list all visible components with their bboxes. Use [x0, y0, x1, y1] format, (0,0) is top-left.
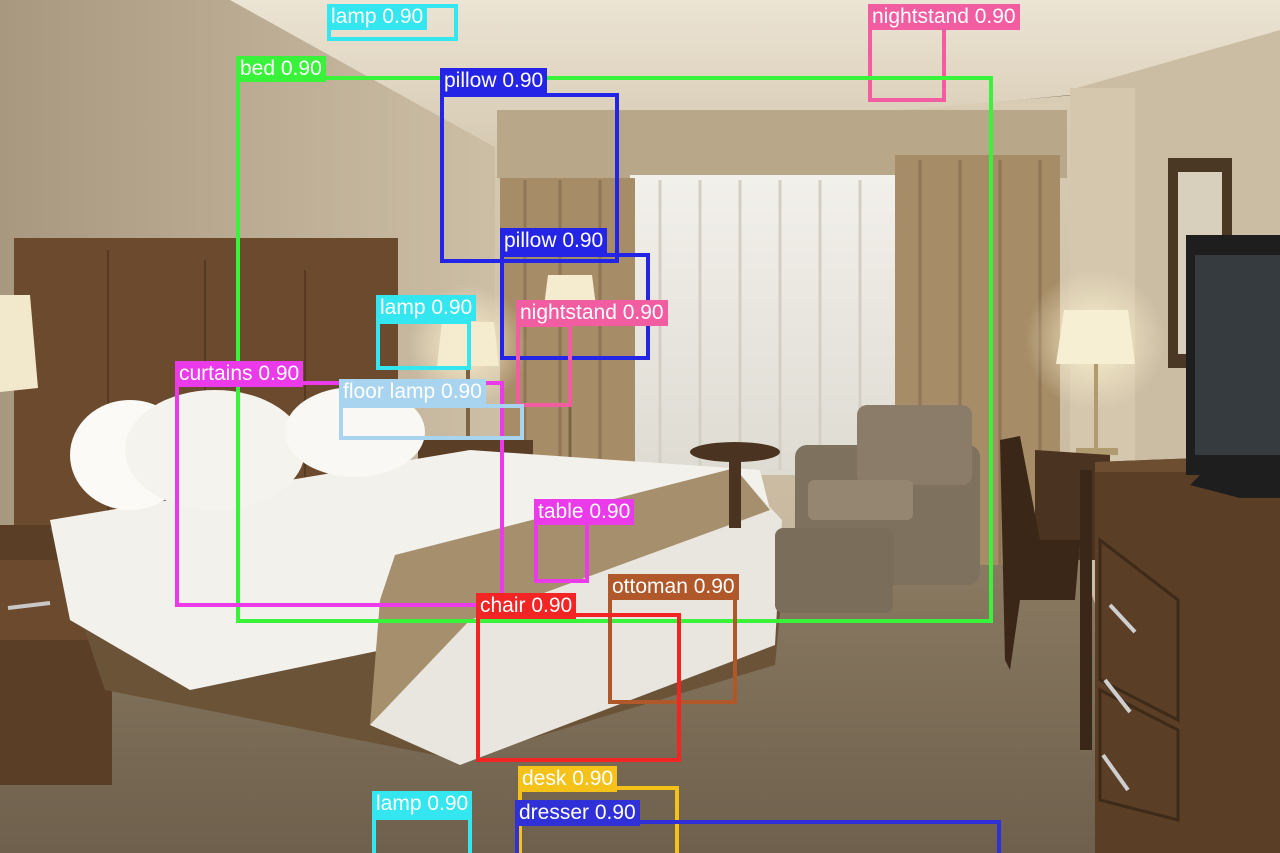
- detection-label-floor-lamp: floor lamp 0.90: [339, 379, 486, 405]
- detection-label-chair: chair 0.90: [476, 593, 577, 619]
- detection-label-desk: desk 0.90: [518, 766, 618, 792]
- detection-label-dresser: dresser 0.90: [515, 800, 640, 826]
- detection-box-floor-lamp: [339, 404, 524, 440]
- detection-box-chair: [476, 613, 681, 762]
- detection-box-lamp-bottom: [372, 816, 472, 853]
- detection-box-dresser: [515, 820, 1001, 853]
- detection-label-pillow-1: pillow 0.90: [440, 68, 548, 94]
- detection-label-table: table 0.90: [534, 499, 635, 525]
- detection-label-nightstand-top: nightstand 0.90: [868, 4, 1020, 30]
- detection-box-nightstand-middle: [516, 323, 572, 407]
- detection-label-lamp-middle: lamp 0.90: [376, 295, 477, 321]
- detection-label-pillow-2: pillow 0.90: [500, 228, 608, 254]
- detection-box-pillow-1: [440, 93, 619, 263]
- detection-label-curtains: curtains 0.90: [175, 361, 304, 387]
- detection-label-bed: bed 0.90: [236, 56, 326, 82]
- detection-label-lamp-bottom: lamp 0.90: [372, 791, 473, 817]
- detection-label-ottoman: ottoman 0.90: [608, 574, 739, 600]
- detection-box-table: [534, 519, 589, 583]
- detection-box-bed: [236, 76, 993, 623]
- detection-box-lamp-middle: [376, 320, 471, 370]
- detection-label-lamp-top: lamp 0.90: [327, 4, 428, 30]
- detection-label-nightstand-middle: nightstand 0.90: [516, 300, 668, 326]
